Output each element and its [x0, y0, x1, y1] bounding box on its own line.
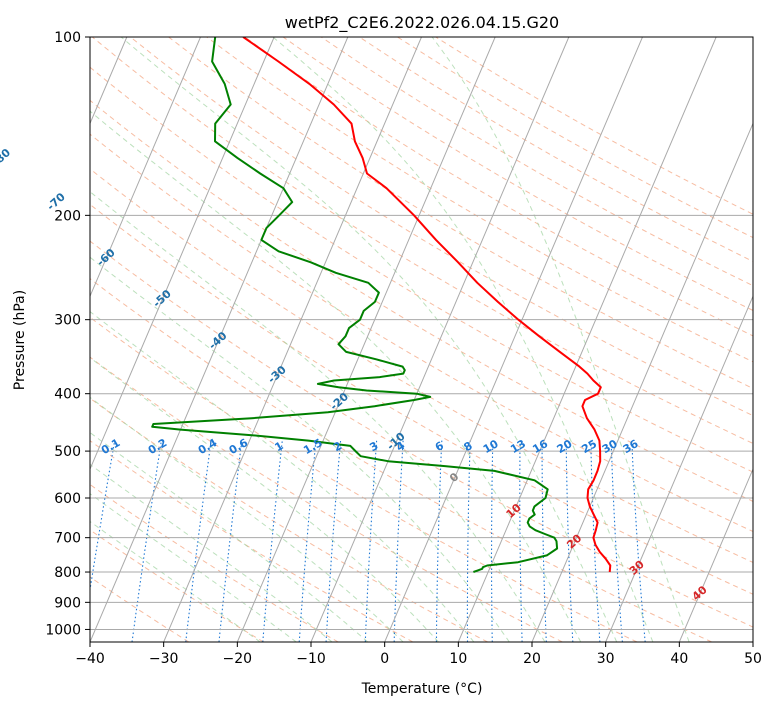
y-tick-label: 300 [54, 313, 81, 329]
moist-adiabat-35 [272, 37, 654, 642]
moist-adiabat-10 [90, 310, 475, 642]
isotherm-30 [605, 295, 753, 642]
dry-adiabat-160 [282, 37, 753, 312]
y-tick-label: 400 [54, 387, 81, 403]
mixing-ratio-line [541, 440, 547, 642]
mixing-ratio-line [610, 440, 623, 642]
moist-adiabat--5 [90, 431, 369, 642]
dry-adiabat-70 [90, 168, 753, 563]
mixing-ratio-line [262, 440, 283, 642]
moist-adiabat-0 [90, 396, 404, 642]
x-axis-ticks: −40 −30 −20 −10 0 10 20 30 40 50 [75, 642, 762, 667]
mixing-ratio-line [519, 440, 523, 642]
moist-adiabat-40 [431, 37, 690, 642]
isotherm--40 [90, 37, 349, 642]
x-tick-label: 30 [597, 651, 615, 667]
dry-adiabat-50 [90, 240, 753, 628]
dry-adiabat--10 [90, 483, 339, 642]
isotherm--10 [310, 37, 570, 642]
mixing-ratio-line [90, 440, 116, 594]
dry-adiabat-20 [90, 356, 563, 642]
isotherm-10 [457, 37, 717, 642]
isotherm-lines [90, 37, 753, 642]
y-tick-label: 200 [54, 208, 81, 224]
dry-adiabat-10 [90, 397, 488, 642]
isotherm--60 [90, 37, 201, 298]
moist-adiabat-30 [120, 37, 618, 642]
dewpoint-profile-line [151, 37, 559, 573]
mixing-ratio-line [185, 440, 212, 642]
y-tick-label: 600 [54, 491, 81, 507]
mixing-ratio-line [590, 440, 601, 642]
mixing-ratio-line [565, 440, 574, 642]
dry-adiabat-60 [90, 203, 753, 595]
moist-adiabat--20 [90, 520, 261, 642]
mixing-ratio-line [364, 440, 378, 642]
mixing-ratio-line [325, 440, 342, 642]
x-tick-label: 50 [744, 651, 762, 667]
x-tick-label: 0 [380, 651, 389, 667]
y-tick-label: 800 [54, 565, 81, 581]
x-tick-label: −40 [75, 651, 105, 667]
x-tick-label: 10 [449, 651, 467, 667]
plot-frame [89, 36, 754, 643]
moist-adiabats [90, 37, 690, 642]
x-axis-label: Temperature (°C) [361, 681, 483, 697]
x-tick-label: −20 [223, 651, 253, 667]
dry-adiabat-120 [130, 37, 753, 417]
y-axis-label: Pressure (hPa) [12, 290, 28, 390]
x-tick-label: 20 [523, 651, 541, 667]
dry-adiabat-100 [90, 66, 753, 473]
isotherm--30 [163, 37, 422, 642]
mixing-ratio-line [131, 440, 162, 642]
moist-adiabat-15 [90, 256, 510, 642]
isotherm-40 [678, 467, 753, 642]
mixing-ratio-line [631, 440, 646, 642]
moist-adiabat-5 [90, 356, 439, 642]
moist-adiabat--10 [90, 463, 333, 642]
isobar-lines [90, 37, 753, 630]
y-tick-label: 700 [54, 531, 81, 547]
x-tick-label: −10 [296, 651, 326, 667]
isotherm-20 [531, 122, 753, 642]
chart-title: wetPf2_C2E6.2022.026.04.15.G20 [285, 13, 559, 33]
isotherm--20 [236, 37, 496, 642]
isotherm-0 [384, 37, 643, 642]
dry-adiabat-140 [206, 37, 753, 363]
y-tick-label: 100 [54, 30, 81, 46]
y-tick-label: 1000 [45, 622, 81, 638]
y-tick-label: 900 [54, 595, 81, 611]
moist-adiabat-20 [90, 191, 546, 642]
mixing-ratio-line [218, 440, 243, 642]
moist-adiabat-25 [90, 110, 582, 642]
x-tick-label: 40 [670, 651, 688, 667]
mixing-ratio-line [466, 440, 471, 642]
isotherm--50 [90, 37, 275, 471]
dry-adiabat-80 [90, 133, 753, 533]
profile-series [151, 37, 612, 573]
plot-area [90, 37, 753, 642]
mixing-ratio-line [435, 440, 443, 642]
mixing-ratio-lines [90, 440, 646, 642]
x-tick-label: −30 [149, 651, 179, 667]
mixing-ratio-line [490, 440, 494, 642]
temperature-profile-line [242, 37, 612, 573]
y-axis-ticks: 100 200 300 400 500 600 700 800 900 1000 [45, 30, 90, 638]
y-tick-label: 500 [54, 444, 81, 460]
mixing-ratio-line [298, 440, 317, 642]
